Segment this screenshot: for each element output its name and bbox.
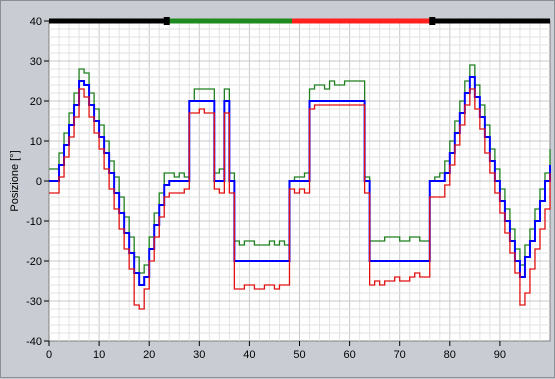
x-tick-label: 40 [243, 349, 255, 361]
y-tick-label: -30 [26, 296, 42, 308]
y-tick-label: -20 [26, 256, 42, 268]
y-tick-label: 0 [36, 176, 42, 188]
y-tick-label: -10 [26, 216, 42, 228]
y-axis-label: Posizione [°] [9, 150, 21, 211]
x-tick-label: 30 [193, 349, 205, 361]
x-tick-label: 70 [394, 349, 406, 361]
x-axis-ticks: 0 10 20 30 40 50 60 70 80 90 [46, 341, 506, 361]
series-line-3 [49, 88, 551, 310]
grid [49, 21, 550, 341]
x-tick-label: 90 [494, 349, 506, 361]
x-tick-label: 0 [46, 349, 52, 361]
y-axis-ticks: 40 30 20 10 0 -10 -20 -30 -40 [26, 16, 49, 348]
phase-marker [163, 17, 170, 25]
y-tick-label: -40 [26, 336, 42, 348]
x-tick-label: 10 [93, 349, 105, 361]
y-tick-label: 30 [30, 56, 42, 68]
series-group [49, 64, 551, 310]
series-line-2 [49, 76, 551, 286]
x-tick-label: 80 [444, 349, 456, 361]
y-tick-label: 20 [30, 96, 42, 108]
y-tick-label: 10 [30, 136, 42, 148]
y-tick-label: 40 [30, 16, 42, 28]
phase-marker [429, 17, 436, 25]
x-tick-label: 50 [293, 349, 305, 361]
phase-bar [49, 17, 550, 25]
x-tick-label: 60 [343, 349, 355, 361]
x-tick-label: 20 [143, 349, 155, 361]
